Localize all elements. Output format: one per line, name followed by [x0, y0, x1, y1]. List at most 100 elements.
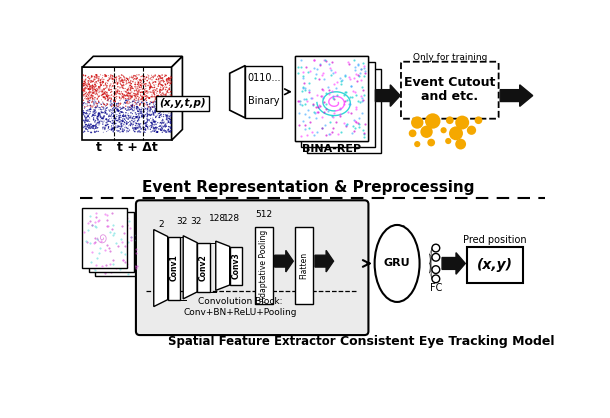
Point [157, 124, 167, 131]
Text: 0110...: 0110... [247, 73, 281, 83]
Point [128, 78, 138, 85]
Point [167, 127, 176, 134]
Point [140, 91, 149, 97]
Point [85, 106, 95, 112]
Point [140, 124, 149, 131]
Point [109, 127, 118, 133]
Point [106, 86, 116, 93]
Point [140, 100, 149, 107]
Point [129, 72, 139, 79]
Circle shape [449, 126, 463, 140]
Point [88, 85, 98, 92]
Point [97, 79, 107, 86]
Point [79, 111, 88, 118]
Point [113, 122, 123, 129]
Point [133, 99, 143, 106]
Point [159, 103, 169, 110]
Point [128, 98, 138, 104]
Point [112, 75, 121, 82]
Point [109, 112, 118, 119]
Point [94, 84, 104, 90]
Point [87, 104, 96, 110]
Point [126, 92, 135, 99]
Point [78, 108, 88, 115]
Point [136, 96, 146, 103]
Point [109, 127, 119, 134]
Point [92, 75, 102, 82]
Point [156, 82, 165, 88]
Point [118, 110, 128, 116]
Point [148, 110, 158, 117]
Point [145, 89, 155, 95]
Point [157, 92, 167, 99]
Point [101, 93, 111, 99]
Point [85, 102, 95, 109]
Point [118, 84, 127, 90]
Point [150, 93, 160, 100]
Point [148, 99, 158, 106]
Point [85, 91, 95, 98]
Point [117, 90, 127, 97]
Point [132, 75, 142, 82]
Point [147, 93, 157, 99]
Point [142, 110, 152, 116]
Point [117, 124, 126, 130]
Point [133, 84, 143, 90]
Point [152, 108, 162, 115]
Point [88, 109, 98, 115]
Point [90, 91, 100, 97]
Point [160, 119, 170, 125]
Point [96, 79, 106, 86]
Point [88, 87, 98, 93]
Point [125, 122, 135, 129]
Point [145, 117, 154, 123]
Point [145, 94, 154, 101]
Point [149, 82, 159, 89]
Point [142, 123, 151, 130]
Point [129, 96, 139, 103]
Point [138, 81, 148, 87]
Point [131, 85, 140, 92]
Point [116, 96, 126, 103]
Point [98, 124, 108, 131]
Point [123, 104, 133, 110]
Point [162, 129, 171, 135]
Point [100, 126, 110, 133]
Point [113, 106, 123, 113]
Point [152, 129, 162, 135]
Point [102, 79, 112, 86]
Point [104, 87, 113, 93]
Point [126, 78, 135, 85]
Point [108, 75, 118, 82]
Point [130, 94, 140, 100]
Point [167, 111, 176, 117]
Point [93, 122, 103, 128]
Point [81, 72, 90, 79]
Point [134, 127, 144, 134]
Point [145, 79, 154, 85]
Point [98, 115, 107, 122]
Point [96, 97, 106, 103]
Point [140, 95, 150, 102]
Point [91, 87, 101, 94]
Point [150, 107, 160, 114]
Point [148, 74, 158, 81]
Point [122, 118, 132, 125]
Point [154, 103, 164, 110]
Point [85, 88, 95, 94]
Point [112, 88, 122, 95]
Point [88, 98, 98, 104]
Point [91, 109, 101, 115]
Point [145, 85, 155, 92]
Point [102, 93, 112, 99]
Point [148, 79, 158, 86]
Point [159, 97, 169, 104]
Point [126, 90, 135, 97]
Point [149, 128, 159, 135]
Point [106, 74, 115, 80]
Point [156, 81, 165, 88]
Point [155, 123, 165, 130]
Point [90, 129, 100, 135]
Point [126, 115, 135, 121]
Point [98, 115, 107, 122]
